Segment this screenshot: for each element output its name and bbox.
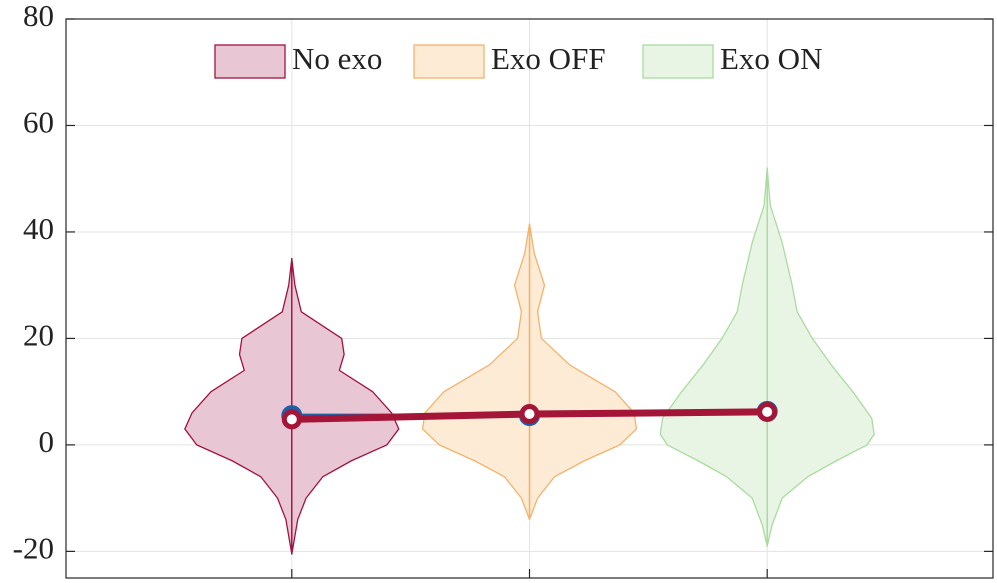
marker bbox=[281, 409, 302, 430]
y-tick-label: 60 bbox=[23, 105, 54, 140]
legend-label: No exo bbox=[292, 41, 382, 76]
violin-half bbox=[184, 257, 293, 555]
marker bbox=[519, 404, 540, 425]
violin bbox=[421, 223, 638, 521]
violin-half bbox=[528, 223, 638, 521]
y-tick-label: -20 bbox=[13, 530, 54, 565]
violin bbox=[659, 167, 875, 547]
legend-swatch bbox=[413, 44, 485, 79]
legend-swatch bbox=[214, 44, 286, 79]
violin-half bbox=[421, 223, 531, 521]
y-tick-label: 20 bbox=[23, 318, 54, 353]
violin-half bbox=[291, 257, 400, 555]
legend-label: Exo OFF bbox=[491, 41, 606, 76]
y-tick-label: 0 bbox=[39, 424, 55, 459]
violin-half bbox=[766, 167, 875, 547]
violin-half bbox=[659, 167, 768, 547]
y-tick-label: 40 bbox=[23, 211, 54, 246]
marker bbox=[757, 401, 778, 422]
legend: No exo Exo OFF Exo ON bbox=[214, 41, 822, 79]
y-tick-label: 80 bbox=[23, 0, 54, 33]
legend-label: Exo ON bbox=[720, 41, 822, 76]
legend-swatch bbox=[642, 44, 714, 79]
